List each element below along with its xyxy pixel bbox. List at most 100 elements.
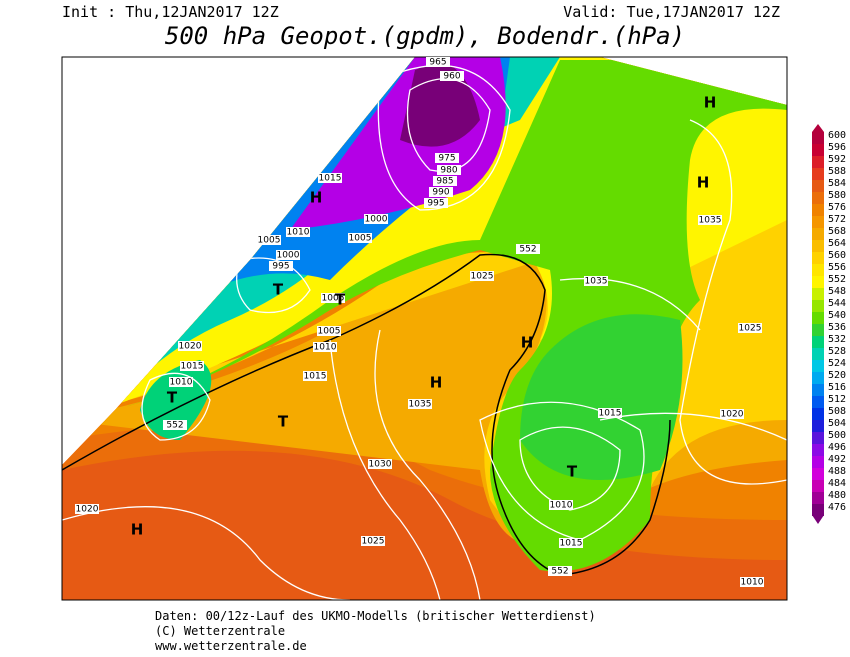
label-box — [257, 235, 281, 245]
colorbar-swatch — [812, 228, 824, 240]
colorbar-swatch — [812, 252, 824, 264]
colorbar-swatch — [812, 420, 824, 432]
colorbar-label: 500 — [828, 430, 846, 441]
label-box — [424, 198, 448, 208]
colorbar-label: 584 — [828, 178, 846, 189]
colorbar-swatch — [812, 168, 824, 180]
label-box — [178, 341, 202, 351]
label-box — [437, 165, 461, 175]
label-box — [738, 323, 762, 333]
colorbar-label: 536 — [828, 322, 846, 333]
contour-label: 552 — [519, 245, 536, 255]
contour-label: 1010 — [741, 578, 764, 588]
label-box — [276, 250, 300, 260]
colorbar-swatch — [812, 192, 824, 204]
contour-label: 1010 — [287, 228, 310, 238]
contour-label: 1020 — [76, 505, 99, 515]
valid-time: Valid: Tue,17JAN2017 12Z — [563, 3, 780, 21]
label-box — [348, 233, 372, 243]
contour-label: 1000 — [365, 215, 388, 225]
colorbar-label: 512 — [828, 394, 846, 405]
label-box — [426, 57, 450, 67]
contour-label: 960 — [443, 72, 460, 82]
contour-label: 1010 — [550, 501, 573, 511]
colorbar-label: 556 — [828, 262, 846, 273]
colorbar-label: 580 — [828, 190, 846, 201]
colorbar-label: 520 — [828, 370, 846, 381]
contour-label: 1025 — [739, 324, 762, 334]
label-box — [598, 408, 622, 418]
label-box — [408, 399, 432, 409]
contour-label: 552 — [166, 421, 183, 431]
pressure-center: T — [335, 291, 346, 309]
label-box — [470, 271, 494, 281]
contour-label: 1005 — [349, 234, 372, 244]
contour-label: 1030 — [369, 460, 392, 470]
colorbar-label: 484 — [828, 478, 846, 489]
label-box — [318, 173, 342, 183]
label-box — [169, 377, 193, 387]
label-box — [435, 153, 459, 163]
label-box — [75, 504, 99, 514]
contour-label: 1035 — [409, 400, 432, 410]
colorbar-label: 532 — [828, 334, 846, 345]
colorbar-label: 528 — [828, 346, 846, 357]
colorbar-swatch — [812, 180, 824, 192]
contour-label: 1020 — [721, 410, 744, 420]
colorbar: 6005965925885845805765725685645605565525… — [812, 124, 846, 524]
pressure-center: H — [697, 174, 710, 192]
label-box — [313, 342, 337, 352]
colorbar-swatch — [812, 468, 824, 480]
contour-label: 1015 — [560, 539, 583, 549]
pressure-center: T — [278, 413, 289, 431]
colorbar-label: 480 — [828, 490, 846, 501]
label-box — [584, 276, 608, 286]
colorbar-swatch — [812, 204, 824, 216]
contour-label: 995 — [272, 262, 289, 272]
pressure-center: H — [521, 334, 534, 352]
contour-label: 1015 — [181, 362, 204, 372]
colorbar-swatch — [812, 444, 824, 456]
pressure-center: H — [430, 374, 443, 392]
pressure-center: T — [167, 389, 178, 407]
colorbar-swatch — [812, 408, 824, 420]
contour-label: 1015 — [304, 372, 327, 382]
colorbar-label: 576 — [828, 202, 846, 213]
colorbar-swatch — [812, 456, 824, 468]
contour-label: 1010 — [170, 378, 193, 388]
label-box — [303, 371, 327, 381]
label-box — [429, 187, 453, 197]
label-box — [516, 244, 540, 254]
colorbar-swatch — [812, 288, 824, 300]
pressure-center: H — [131, 521, 144, 539]
label-box — [321, 293, 345, 303]
colorbar-swatch — [812, 372, 824, 384]
colorbar-swatch — [812, 336, 824, 348]
colorbar-swatch — [812, 492, 824, 504]
contour-label: 552 — [551, 567, 568, 577]
contour-label: 1000 — [277, 251, 300, 261]
colorbar-swatch — [812, 156, 824, 168]
colorbar-swatch — [812, 276, 824, 288]
colorbar-swatch — [812, 432, 824, 444]
colorbar-label: 544 — [828, 298, 846, 309]
pressure-center: H — [704, 94, 717, 112]
colorbar-label: 488 — [828, 466, 846, 477]
contour-label: 1015 — [319, 174, 342, 184]
label-box — [698, 215, 722, 225]
colorbar-label: 524 — [828, 358, 846, 369]
colorbar-label: 572 — [828, 214, 846, 225]
label-box — [549, 500, 573, 510]
contour-label: 1005 — [318, 327, 341, 337]
pressure-center: T — [273, 281, 284, 299]
colorbar-label: 588 — [828, 166, 846, 177]
colorbar-swatch — [812, 396, 824, 408]
colorbar-label: 516 — [828, 382, 846, 393]
colorbar-label: 568 — [828, 226, 846, 237]
colorbar-label: 592 — [828, 154, 846, 165]
colorbar-label: 476 — [828, 502, 846, 513]
pressure-center: T — [567, 463, 578, 481]
contour-label: 1015 — [599, 409, 622, 419]
label-box — [740, 577, 764, 587]
colorbar-swatch — [812, 264, 824, 276]
